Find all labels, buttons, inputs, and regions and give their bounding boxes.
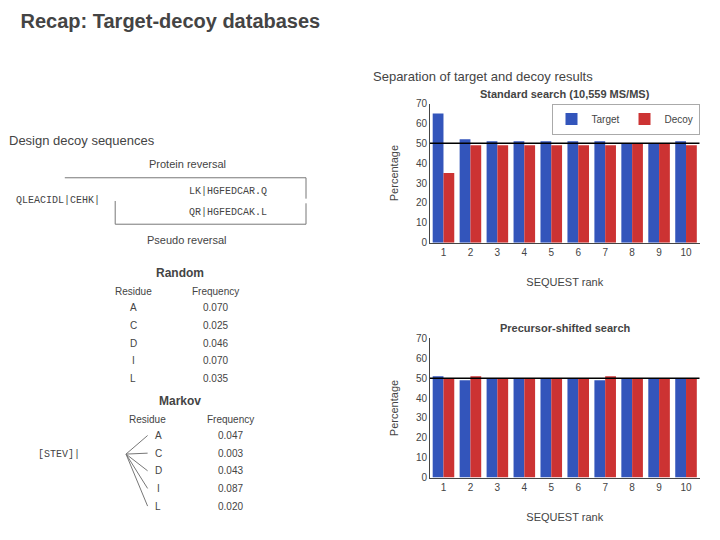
svg-text:1: 1	[441, 482, 447, 493]
svg-text:Residue: Residue	[115, 286, 152, 297]
svg-text:0.035: 0.035	[203, 373, 228, 384]
svg-text:Random: Random	[156, 266, 204, 280]
svg-text:3: 3	[495, 482, 501, 493]
svg-text:Frequency: Frequency	[192, 286, 239, 297]
svg-text:Decoy: Decoy	[665, 114, 693, 125]
svg-text:5: 5	[548, 482, 554, 493]
svg-text:3: 3	[495, 247, 501, 258]
svg-text:SEQUEST rank: SEQUEST rank	[526, 276, 603, 288]
svg-text:7: 7	[602, 247, 608, 258]
svg-text:1: 1	[441, 247, 447, 258]
svg-text:0.046: 0.046	[203, 338, 228, 349]
svg-text:5: 5	[548, 247, 554, 258]
svg-text:Protein reversal: Protein reversal	[149, 158, 226, 170]
svg-text:2: 2	[468, 482, 474, 493]
svg-text:70: 70	[416, 98, 428, 109]
svg-text:SEQUEST rank: SEQUEST rank	[526, 511, 603, 523]
svg-text:Target: Target	[592, 114, 620, 125]
svg-text:Precursor-shifted search: Precursor-shifted search	[500, 322, 630, 334]
svg-text:50: 50	[416, 373, 428, 384]
svg-text:8: 8	[629, 482, 635, 493]
svg-text:10: 10	[416, 452, 428, 463]
svg-text:A: A	[130, 302, 137, 313]
svg-text:2: 2	[468, 247, 474, 258]
svg-text:C: C	[130, 320, 137, 331]
svg-text:9: 9	[656, 247, 662, 258]
svg-text:Markov: Markov	[159, 394, 201, 408]
svg-text:Pseudo reversal: Pseudo reversal	[147, 234, 227, 246]
svg-text:0.070: 0.070	[203, 355, 228, 366]
svg-text:0: 0	[421, 472, 427, 483]
svg-text:Frequency: Frequency	[207, 414, 254, 425]
svg-text:10: 10	[680, 247, 692, 258]
svg-text:0.047: 0.047	[218, 430, 243, 441]
svg-text:I: I	[132, 355, 135, 366]
svg-text:LK|HGFEDCAR.Q: LK|HGFEDCAR.Q	[189, 186, 267, 197]
svg-text:30: 30	[416, 178, 428, 189]
svg-text:0.020: 0.020	[218, 501, 243, 512]
svg-text:60: 60	[416, 353, 428, 364]
svg-text:D: D	[155, 465, 162, 476]
svg-text:Recap: Target-decoy databases: Recap: Target-decoy databases	[21, 10, 321, 32]
svg-text:Separation of target and decoy: Separation of target and decoy results	[373, 69, 593, 84]
svg-text:70: 70	[416, 333, 428, 344]
svg-text:0.003: 0.003	[218, 448, 243, 459]
svg-text:0.043: 0.043	[218, 465, 243, 476]
svg-text:QR|HGFEDCAK.L: QR|HGFEDCAK.L	[189, 207, 267, 218]
svg-text:0.087: 0.087	[218, 483, 243, 494]
svg-text:Percentage: Percentage	[388, 145, 400, 201]
svg-text:Design decoy sequences: Design decoy sequences	[9, 133, 155, 148]
svg-text:D: D	[130, 338, 137, 349]
svg-text:QLEACIDL|CEHK|: QLEACIDL|CEHK|	[16, 195, 100, 206]
svg-text:Residue: Residue	[129, 414, 166, 425]
svg-text:A: A	[155, 430, 162, 441]
svg-text:I: I	[157, 483, 160, 494]
svg-text:0.070: 0.070	[203, 302, 228, 313]
svg-text:Standard search (10,559 MS/MS): Standard search (10,559 MS/MS)	[480, 88, 650, 100]
svg-text:L: L	[155, 501, 161, 512]
svg-text:10: 10	[680, 482, 692, 493]
svg-text:9: 9	[656, 482, 662, 493]
svg-text:40: 40	[416, 393, 428, 404]
svg-text:[STEV]|: [STEV]|	[38, 449, 80, 460]
svg-text:L: L	[130, 373, 136, 384]
svg-text:6: 6	[575, 482, 581, 493]
svg-text:8: 8	[629, 247, 635, 258]
svg-text:0: 0	[421, 237, 427, 248]
svg-text:C: C	[155, 448, 162, 459]
svg-text:6: 6	[575, 247, 581, 258]
svg-text:30: 30	[416, 412, 428, 423]
svg-text:Percentage: Percentage	[388, 380, 400, 436]
svg-text:10: 10	[416, 217, 428, 228]
svg-text:50: 50	[416, 138, 428, 149]
svg-text:20: 20	[416, 197, 428, 208]
svg-text:4: 4	[522, 247, 528, 258]
svg-text:20: 20	[416, 432, 428, 443]
svg-text:4: 4	[522, 482, 528, 493]
svg-text:7: 7	[602, 482, 608, 493]
svg-text:40: 40	[416, 158, 428, 169]
svg-text:60: 60	[416, 118, 428, 129]
svg-text:0.025: 0.025	[203, 320, 228, 331]
